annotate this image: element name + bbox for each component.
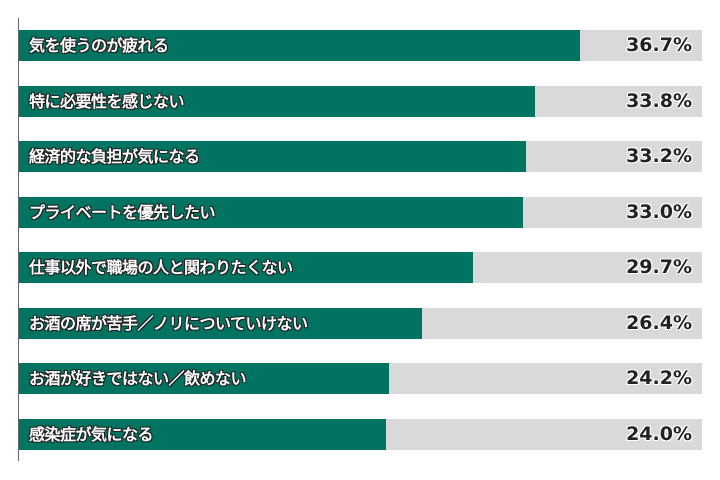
bar-fill	[19, 30, 580, 61]
bar-label: 経済的な負担が気になる	[29, 147, 200, 166]
bar-row: 感染症が気になる 24.0%	[19, 419, 702, 450]
bar-fill	[19, 197, 523, 228]
bar-row: 特に必要性を感じない 33.8%	[19, 86, 702, 117]
bar-row: 仕事以外で職場の人と関わりたくない 29.7%	[19, 252, 702, 283]
bar-label: 気を使うのが疲れる	[29, 36, 169, 55]
bar-row: 経済的な負担が気になる 33.2%	[19, 141, 702, 172]
bar-value: 33.8%	[626, 90, 692, 112]
bar-label: 特に必要性を感じない	[29, 92, 185, 111]
y-axis-line	[18, 18, 19, 461]
bar-value: 33.0%	[626, 201, 692, 223]
bar-fill	[19, 363, 389, 394]
bar-fill	[19, 141, 526, 172]
bar-value: 33.2%	[626, 145, 692, 167]
bar-label: プライベートを優先したい	[29, 203, 216, 222]
bar-label: 仕事以外で職場の人と関わりたくない	[29, 258, 293, 277]
bar-value: 26.4%	[626, 312, 692, 334]
bar-label: 感染症が気になる	[29, 425, 154, 444]
bar-row: お酒が好きではない／飲めない 24.2%	[19, 363, 702, 394]
bar-value: 24.2%	[626, 367, 692, 389]
bar-value: 36.7%	[626, 34, 692, 56]
bar-fill	[19, 252, 473, 283]
bar-fill	[19, 419, 386, 450]
bar-row: プライベートを優先したい 33.0%	[19, 197, 702, 228]
bar-row: お酒の席が苦手／ノリについていけない 26.4%	[19, 308, 702, 339]
bar-row: 気を使うのが疲れる 36.7%	[19, 30, 702, 61]
bar-label: お酒が好きではない／飲めない	[29, 369, 247, 388]
bar-value: 29.7%	[626, 256, 692, 278]
bar-value: 24.0%	[626, 423, 692, 445]
bar-fill	[19, 308, 422, 339]
bar-label: お酒の席が苦手／ノリについていけない	[29, 314, 308, 333]
bar-fill	[19, 86, 535, 117]
